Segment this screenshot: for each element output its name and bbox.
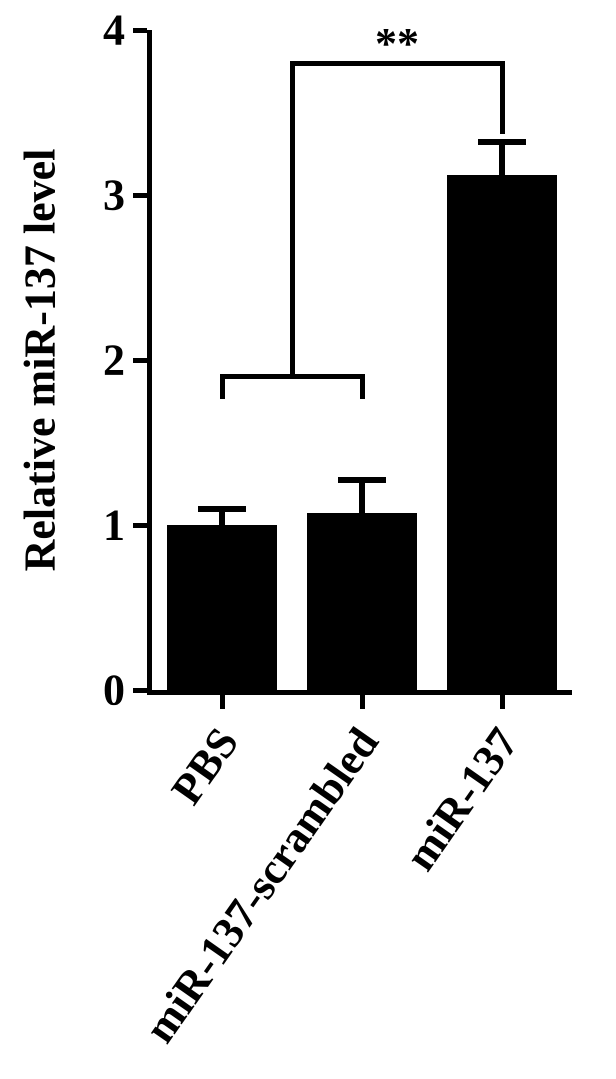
x-category-label: miR-137 (395, 718, 529, 879)
y-tick-label: 0 (0, 665, 125, 716)
y-tick (133, 358, 147, 363)
y-tick (133, 193, 147, 198)
bar (167, 525, 276, 690)
bar (307, 513, 416, 690)
y-tick-label: 4 (0, 5, 125, 56)
y-axis-line (147, 30, 152, 695)
bar-chart: 01234Relative miR-137 levelPBSmiR-137-sc… (0, 0, 616, 1079)
x-tick (220, 695, 225, 709)
significance-line (220, 374, 365, 379)
error-bar-cap (338, 477, 386, 483)
y-tick (133, 688, 147, 693)
significance-line (500, 63, 505, 134)
significance-label: ** (375, 18, 419, 69)
bar (447, 175, 556, 690)
error-bar-cap (478, 139, 526, 145)
error-bar-cap (198, 506, 246, 512)
y-tick (133, 28, 147, 33)
x-category-label: PBS (161, 718, 249, 813)
significance-line (360, 377, 365, 399)
error-bar-vertical (499, 142, 505, 175)
y-tick (133, 523, 147, 528)
x-tick (360, 695, 365, 709)
significance-line (290, 63, 295, 377)
x-tick (500, 695, 505, 709)
y-axis-title: Relative miR-137 level (15, 149, 66, 572)
significance-line (220, 377, 225, 399)
error-bar-vertical (359, 480, 365, 513)
